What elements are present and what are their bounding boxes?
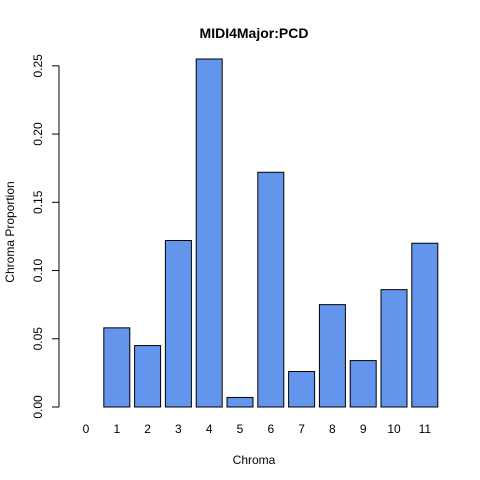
bar-11 xyxy=(411,242,439,408)
x-tick-label: 4 xyxy=(206,422,213,436)
bar-7 xyxy=(288,371,316,408)
x-tick-label: 5 xyxy=(237,422,244,436)
x-tick-label: 7 xyxy=(298,422,305,436)
x-tick-labels: 0 1 2 3 4 5 6 7 8 9 10 11 xyxy=(83,422,432,436)
x-tick-label: 0 xyxy=(83,422,90,436)
x-tick-label: 10 xyxy=(387,422,401,436)
x-tick-label: 3 xyxy=(175,422,182,436)
bar-2 xyxy=(134,345,162,408)
chart-title: MIDI4Major:PCD xyxy=(200,25,309,41)
bar-6 xyxy=(257,171,285,408)
y-tick-label: 0.25 xyxy=(31,54,45,78)
y-tick-label: 0.20 xyxy=(31,122,45,146)
x-tick-label: 8 xyxy=(329,422,336,436)
y-tick-label: 0.05 xyxy=(31,327,45,351)
x-tick-label: 2 xyxy=(144,422,151,436)
bar-5 xyxy=(226,396,254,408)
y-axis-label: Chroma Proportion xyxy=(3,181,17,282)
y-tick-label: 0.10 xyxy=(31,259,45,283)
y-tick-label: 0.00 xyxy=(31,395,45,419)
x-axis-label: Chroma xyxy=(233,453,276,467)
bar-8 xyxy=(318,304,346,408)
bars-group xyxy=(103,58,439,408)
x-tick-label: 9 xyxy=(360,422,367,436)
bar-9 xyxy=(349,360,377,408)
bar-1 xyxy=(103,327,131,408)
x-tick-label: 11 xyxy=(419,422,432,436)
bar-10 xyxy=(380,289,408,408)
x-tick-label: 6 xyxy=(267,422,274,436)
bar-4 xyxy=(195,58,223,408)
y-axis: 0.00 0.05 0.10 0.15 0.20 0.25 xyxy=(31,54,60,419)
x-tick-label: 1 xyxy=(113,422,120,436)
bar-3 xyxy=(164,240,192,408)
y-tick-label: 0.15 xyxy=(31,190,45,214)
